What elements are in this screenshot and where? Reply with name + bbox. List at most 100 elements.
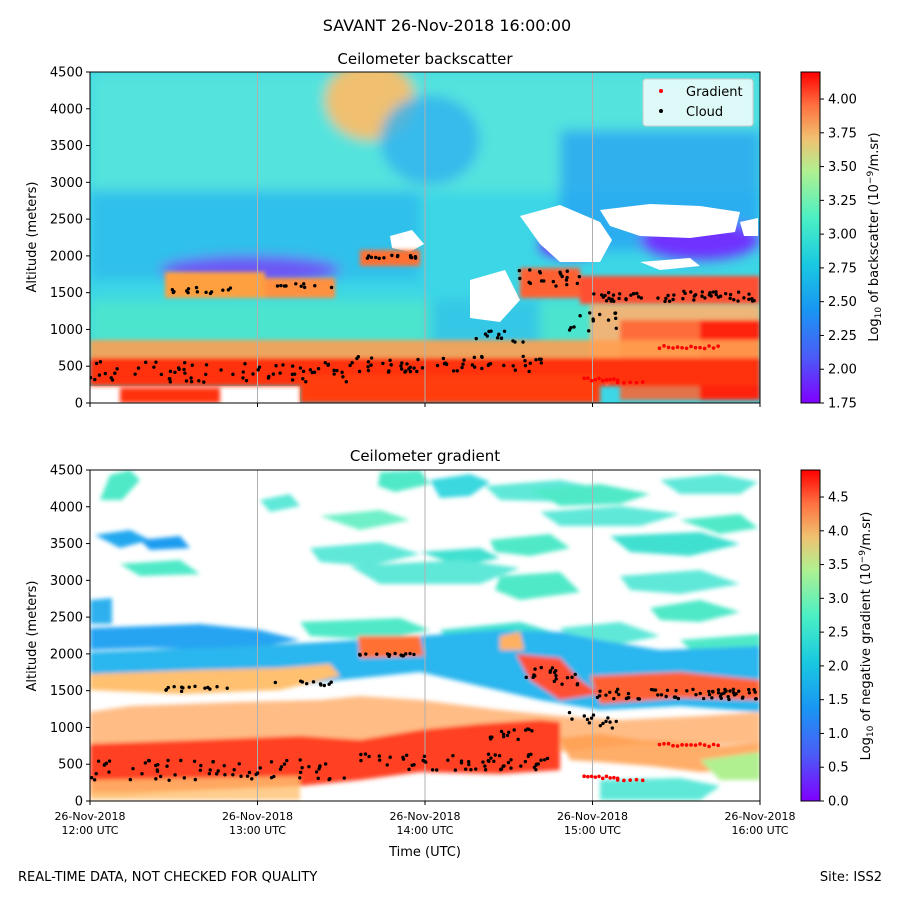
cloud-point xyxy=(598,723,603,728)
cloud-point xyxy=(179,758,183,763)
cloud-point xyxy=(487,759,491,764)
cloud-point xyxy=(198,768,203,772)
cloud-point xyxy=(513,340,517,344)
cloud-point xyxy=(716,295,721,299)
cloud-point xyxy=(492,759,496,763)
cloud-point xyxy=(271,372,276,376)
cloud-point xyxy=(521,354,525,359)
cloud-point xyxy=(451,753,455,758)
cloud-point xyxy=(612,299,616,303)
cloud-point xyxy=(523,759,528,764)
cloud-point xyxy=(194,285,199,290)
cloud-point xyxy=(98,360,103,364)
gradient-point xyxy=(698,345,702,350)
cloud-point xyxy=(694,692,698,697)
cloud-point xyxy=(256,368,260,372)
cloud-point xyxy=(381,361,385,366)
cloud-point xyxy=(608,720,612,724)
cloud-point xyxy=(534,763,538,767)
y-tick-label: 500 xyxy=(58,360,83,375)
cloud-point xyxy=(592,292,596,296)
y-tick-label: 3500 xyxy=(50,139,83,154)
backscatter-ylabel: Altitude (meters) xyxy=(25,182,40,293)
cloud-point xyxy=(409,255,414,260)
cloud-point xyxy=(399,364,403,368)
cloud-point xyxy=(742,296,746,300)
cloud-point xyxy=(636,697,640,701)
cloud-point xyxy=(481,760,485,764)
cloud-point xyxy=(459,759,464,763)
gradient-point xyxy=(582,774,586,778)
cloud-point xyxy=(241,376,245,380)
cloud-point xyxy=(329,285,334,290)
cloud-point xyxy=(269,775,274,780)
cloud-point xyxy=(192,759,197,764)
cloud-point xyxy=(403,369,408,373)
cloud-point xyxy=(168,380,173,384)
cloud-point xyxy=(530,729,534,733)
cloud-point xyxy=(298,679,303,683)
cloud-point xyxy=(90,375,93,380)
cloud-point xyxy=(664,296,668,301)
cloud-point xyxy=(483,764,487,768)
gradient-colorbar: 0.0 0.5 1.0 1.5 2.0 2.5 3.0 3.5 4.0 4.5 Log10 of … xyxy=(800,469,876,810)
cloud-point xyxy=(243,362,247,366)
cloud-point xyxy=(206,685,210,690)
cloud-point xyxy=(728,296,732,301)
backscatter-colorbar: 1.75 2.00 2.25 2.50 2.75 3.00 3.25 3.50 3.75 4.00… xyxy=(800,71,884,412)
cloud-point xyxy=(753,690,757,694)
cloud-point xyxy=(736,290,741,294)
cloud-point xyxy=(365,256,370,260)
cloud-point xyxy=(586,329,591,333)
cloud-point xyxy=(412,652,416,657)
cloud-point xyxy=(107,759,112,763)
cloud-point xyxy=(359,758,363,763)
cloud-point xyxy=(474,767,478,771)
cloud-point xyxy=(279,765,284,769)
cloud-point xyxy=(711,290,715,294)
gradient-point xyxy=(604,774,609,779)
cloud-point xyxy=(480,354,484,359)
cloud-point xyxy=(250,777,254,781)
cloud-point xyxy=(554,284,558,288)
cloud-point xyxy=(275,284,280,288)
cloud-point xyxy=(223,773,227,777)
cloud-point xyxy=(186,287,191,291)
cloud-point xyxy=(97,373,102,377)
cloud-point xyxy=(707,689,711,694)
cloud-point xyxy=(689,290,693,294)
cloud-point xyxy=(156,762,160,767)
cloud-point xyxy=(703,296,707,300)
cloud-point xyxy=(182,367,186,372)
cloud-point xyxy=(509,766,513,770)
gradient-point xyxy=(666,345,671,350)
cloud-point xyxy=(298,758,302,762)
cloud-point xyxy=(542,758,547,762)
cloud-point xyxy=(94,771,98,776)
cloud-point xyxy=(511,364,515,368)
cloud-point xyxy=(569,326,573,330)
gradient-point xyxy=(698,742,702,746)
cloud-point xyxy=(747,687,751,692)
cloud-point xyxy=(215,685,219,689)
cloud-point xyxy=(342,776,346,780)
cloud-point xyxy=(528,281,533,286)
cloud-point xyxy=(614,690,619,694)
gradient-title: Ceilometer gradient xyxy=(350,447,500,465)
cloud-point xyxy=(216,769,220,773)
cloud-point xyxy=(470,363,475,367)
gradient-point xyxy=(662,344,666,348)
gradient-point xyxy=(612,775,616,780)
x-tick-date: 26-Nov-2018 xyxy=(557,810,628,823)
cloud-point xyxy=(611,293,616,297)
y-tick-label: 3500 xyxy=(50,537,83,552)
cloud-point xyxy=(231,773,235,777)
cloud-point xyxy=(367,754,371,759)
colorbar-tick-label: 2.0 xyxy=(828,659,849,674)
cloud-point xyxy=(466,759,471,764)
gradient-point xyxy=(628,380,632,385)
cloud-point xyxy=(327,682,331,686)
colorbar-tick-label: 3.5 xyxy=(828,558,849,573)
gradient-point xyxy=(608,776,612,780)
